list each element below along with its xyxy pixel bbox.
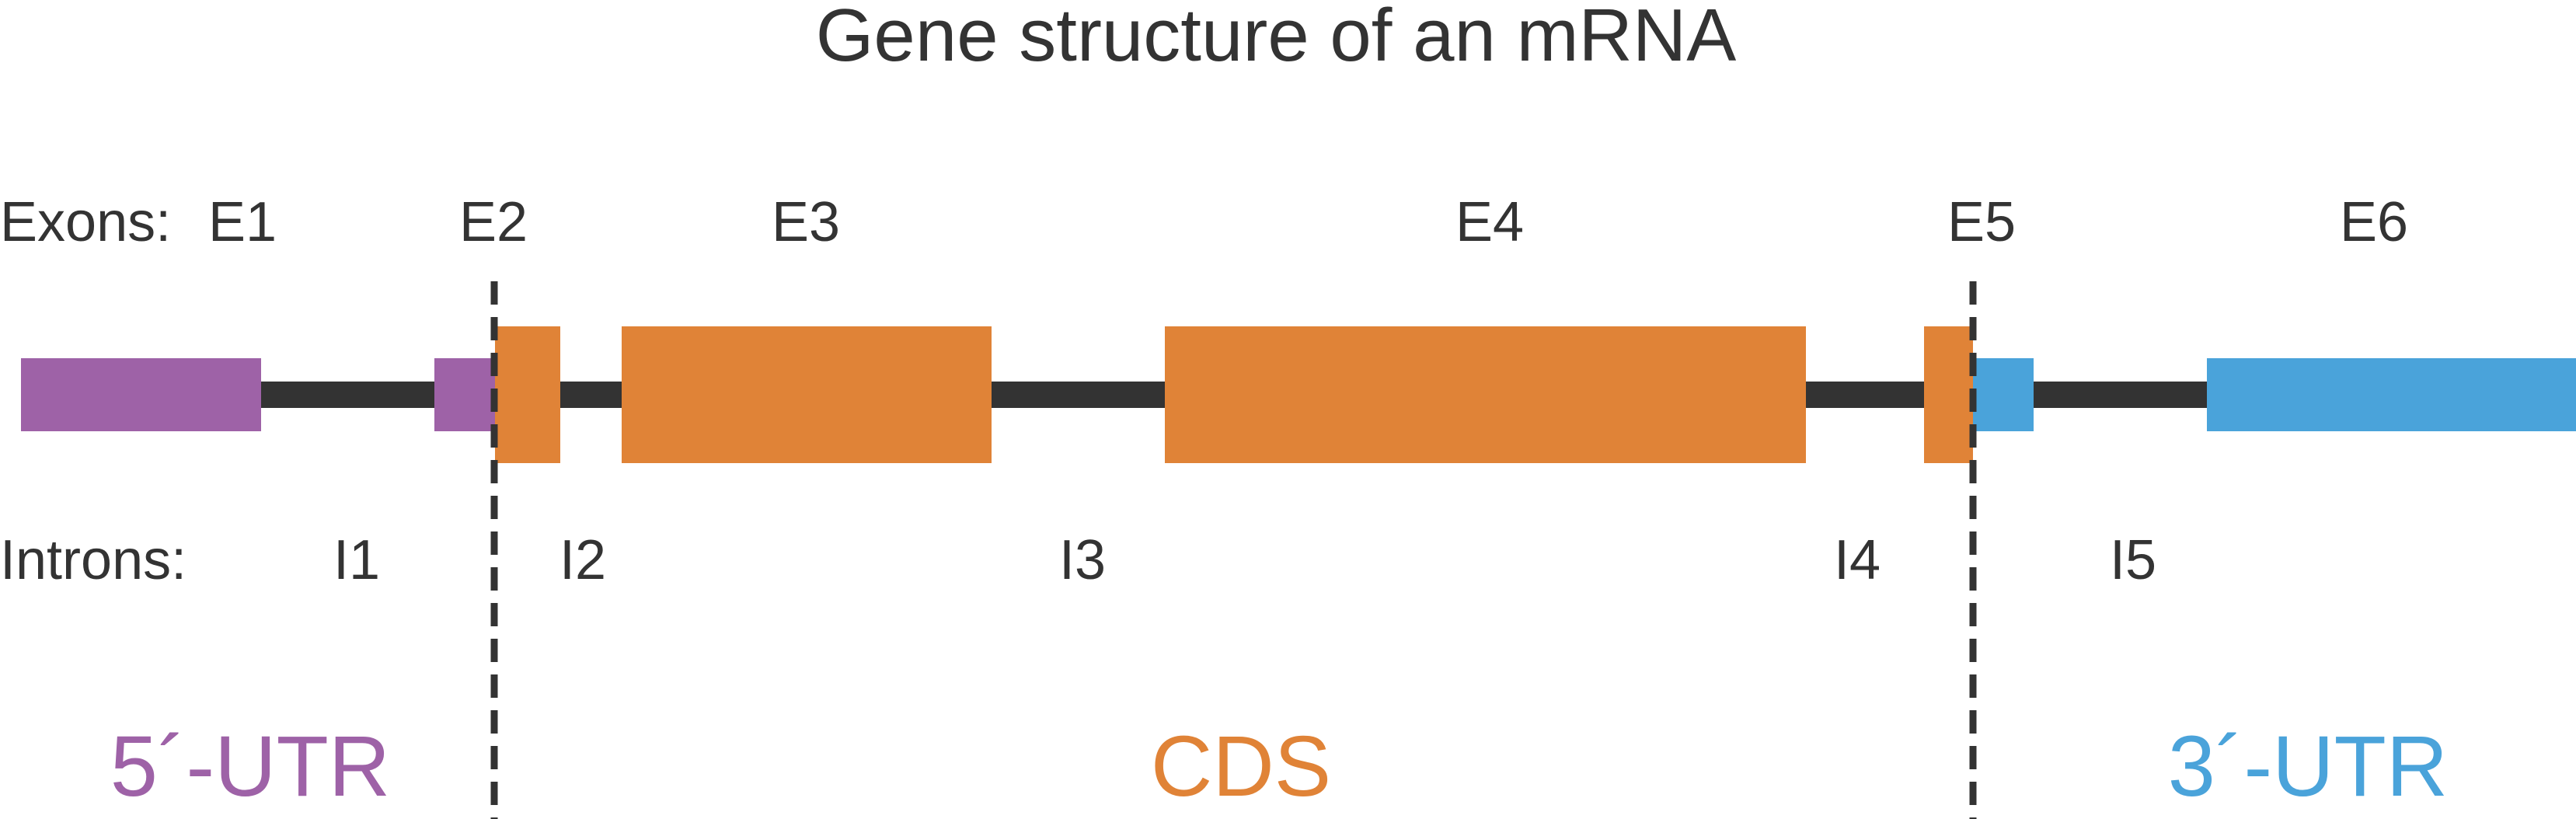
exon-label-e1: E1	[208, 191, 277, 253]
exon-e5-utr3-part	[1973, 358, 2034, 431]
exon-e2-cds-part	[495, 326, 560, 463]
exon-e5-cds-part	[1924, 326, 1973, 463]
exons-row-label: Exons:	[0, 191, 171, 253]
exon-label-e4: E4	[1455, 191, 1524, 253]
intron-label-i3: I3	[1059, 529, 1106, 591]
intron-label-i1: I1	[333, 529, 380, 591]
exon-e6-utr3	[2207, 358, 2576, 431]
exon-label-e6: E6	[2340, 191, 2408, 253]
exon-label-e5: E5	[1947, 191, 2016, 253]
intron-label-i4: I4	[1834, 529, 1881, 591]
exon-label-e2: E2	[459, 191, 528, 253]
introns-row-label: Introns:	[0, 529, 186, 591]
intron-label-i2: I2	[559, 529, 606, 591]
diagram-title: Gene structure of an mRNA	[816, 0, 1736, 77]
exon-e2-utr5-part	[434, 358, 495, 431]
exon-e1-utr5	[21, 358, 261, 431]
exon-e3	[622, 326, 992, 463]
region-label-cds: CDS	[1151, 719, 1331, 814]
exon-label-e3: E3	[772, 191, 840, 253]
exon-e4	[1165, 326, 1806, 463]
region-label-utr3: 3´-UTR	[2168, 719, 2449, 814]
intron-label-i5: I5	[2110, 529, 2156, 591]
region-label-utr5: 5´-UTR	[110, 719, 391, 814]
